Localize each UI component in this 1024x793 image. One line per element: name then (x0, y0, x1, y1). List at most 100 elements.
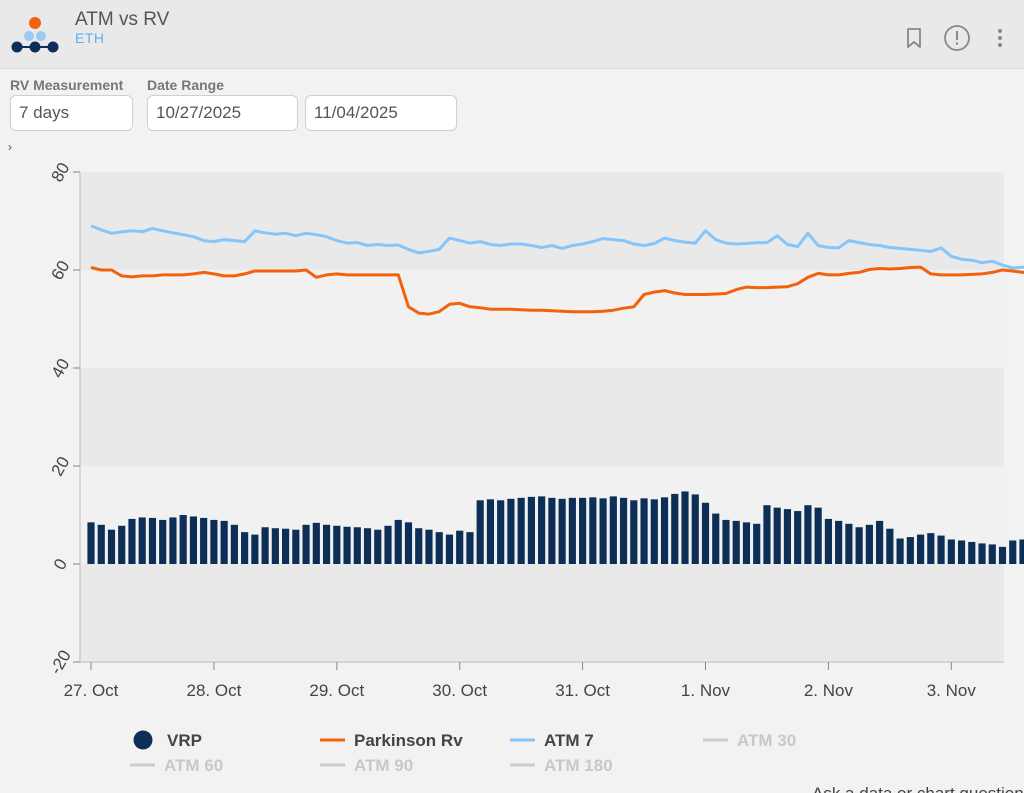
end-date-input[interactable]: 11/04/2025 (305, 95, 457, 131)
vrp-bar[interactable] (957, 540, 966, 564)
vrp-bar[interactable] (927, 533, 935, 564)
vrp-bar[interactable] (128, 518, 136, 564)
vrp-bar[interactable] (742, 522, 751, 564)
vrp-bar[interactable] (118, 525, 126, 564)
vrp-bar[interactable] (456, 530, 464, 564)
vrp-bar[interactable] (97, 524, 105, 564)
vrp-bar[interactable] (640, 498, 648, 564)
vrp-bar[interactable] (671, 493, 679, 564)
legend-item-parkinson-rv[interactable]: Parkinson Rv (320, 731, 463, 750)
chevron-right-icon[interactable]: › (8, 140, 12, 154)
vrp-bar[interactable] (968, 541, 976, 564)
vrp-bar[interactable] (159, 519, 167, 564)
vrp-bar[interactable] (148, 517, 157, 564)
legend-item-atm-90[interactable]: ATM 90 (320, 756, 413, 775)
vrp-bar[interactable] (712, 513, 720, 564)
vrp-bar[interactable] (855, 527, 863, 564)
vrp-bar[interactable] (804, 505, 812, 564)
vrp-bar[interactable] (363, 528, 372, 564)
vrp-bar[interactable] (343, 526, 351, 564)
vrp-bar[interactable] (466, 532, 474, 564)
vrp-bar[interactable] (599, 498, 607, 564)
vrp-bar[interactable] (691, 494, 699, 564)
vrp-bar[interactable] (619, 497, 628, 564)
vrp-bar[interactable] (322, 524, 331, 564)
vrp-bar[interactable] (200, 517, 208, 564)
vrp-bar[interactable] (312, 522, 320, 564)
vrp-bar[interactable] (476, 500, 484, 564)
vrp-bar[interactable] (650, 499, 658, 564)
vrp-bar[interactable] (486, 499, 495, 564)
vrp-bar[interactable] (773, 507, 781, 564)
vrp-bar[interactable] (865, 524, 873, 564)
vrp-bar[interactable] (179, 515, 187, 564)
vrp-bar[interactable] (87, 522, 95, 564)
parkinson-rv-line[interactable] (90, 265, 1024, 316)
vrp-bar[interactable] (138, 517, 146, 564)
vrp-bar[interactable] (220, 520, 228, 564)
vrp-bar[interactable] (189, 516, 197, 564)
vrp-bar[interactable] (722, 519, 730, 564)
vrp-bar[interactable] (435, 532, 443, 564)
vrp-bar[interactable] (835, 520, 843, 564)
vrp-bar[interactable] (241, 532, 249, 564)
vrp-bar[interactable] (169, 517, 177, 564)
vrp-bar[interactable] (568, 497, 576, 564)
vrp-bar[interactable] (783, 509, 792, 564)
vrp-bar[interactable] (230, 524, 238, 564)
more-vertical-icon[interactable] (986, 24, 1014, 52)
rv-measurement-select[interactable]: 7 days (10, 95, 133, 131)
vrp-bar[interactable] (701, 502, 710, 564)
vrp-bar[interactable] (845, 523, 853, 564)
vrp-bar[interactable] (292, 529, 300, 564)
vrp-bar[interactable] (1009, 540, 1017, 564)
vrp-bar[interactable] (251, 534, 259, 564)
vrp-bar[interactable] (282, 528, 290, 564)
vrp-bar[interactable] (988, 544, 996, 564)
vrp-bar[interactable] (947, 539, 955, 565)
vrp-bar[interactable] (425, 529, 433, 564)
info-icon[interactable] (943, 24, 971, 52)
vrp-bar[interactable] (527, 496, 535, 564)
vrp-bar[interactable] (1019, 539, 1024, 565)
vrp-bar[interactable] (824, 518, 832, 564)
vrp-bar[interactable] (353, 527, 361, 564)
vrp-bar[interactable] (896, 538, 904, 564)
vrp-bar[interactable] (630, 500, 638, 564)
vrp-bar[interactable] (579, 497, 587, 564)
vrp-bar[interactable] (107, 529, 116, 564)
vrp-bar[interactable] (753, 523, 761, 564)
vrp-bar[interactable] (394, 519, 402, 564)
vrp-bar[interactable] (548, 497, 556, 564)
vrp-bar[interactable] (374, 529, 382, 564)
vrp-bar[interactable] (404, 522, 413, 564)
vrp-bar[interactable] (210, 519, 218, 564)
vrp-bar[interactable] (302, 524, 310, 564)
vrp-bar[interactable] (333, 525, 341, 564)
legend-item-vrp[interactable]: VRP (133, 730, 202, 751)
vrp-bar[interactable] (876, 520, 884, 564)
bookmark-icon[interactable] (900, 24, 928, 52)
vrp-bar[interactable] (886, 528, 894, 564)
vrp-bar[interactable] (558, 498, 566, 564)
vrp-bar[interactable] (384, 525, 392, 564)
vrp-bar[interactable] (937, 535, 945, 564)
vrp-bar[interactable] (978, 543, 986, 564)
vrp-bar[interactable] (609, 496, 617, 564)
vrp-bar[interactable] (906, 537, 914, 564)
vrp-bar[interactable] (415, 528, 423, 564)
vrp-bar[interactable] (732, 520, 740, 564)
vrp-bar[interactable] (916, 534, 925, 564)
vrp-bar[interactable] (998, 546, 1007, 564)
vrp-bar[interactable] (445, 534, 454, 564)
atm-7-line[interactable] (90, 224, 1024, 273)
vrp-bar[interactable] (271, 528, 279, 564)
vrp-bar[interactable] (681, 491, 689, 564)
vrp-bar[interactable] (660, 497, 669, 564)
vrp-bar[interactable] (814, 507, 822, 564)
vrp-bar[interactable] (589, 497, 597, 564)
vrp-bar[interactable] (497, 500, 505, 564)
legend-item-atm-30[interactable]: ATM 30 (703, 731, 796, 750)
legend-item-atm-60[interactable]: ATM 60 (130, 756, 223, 775)
vrp-bar[interactable] (261, 527, 269, 564)
